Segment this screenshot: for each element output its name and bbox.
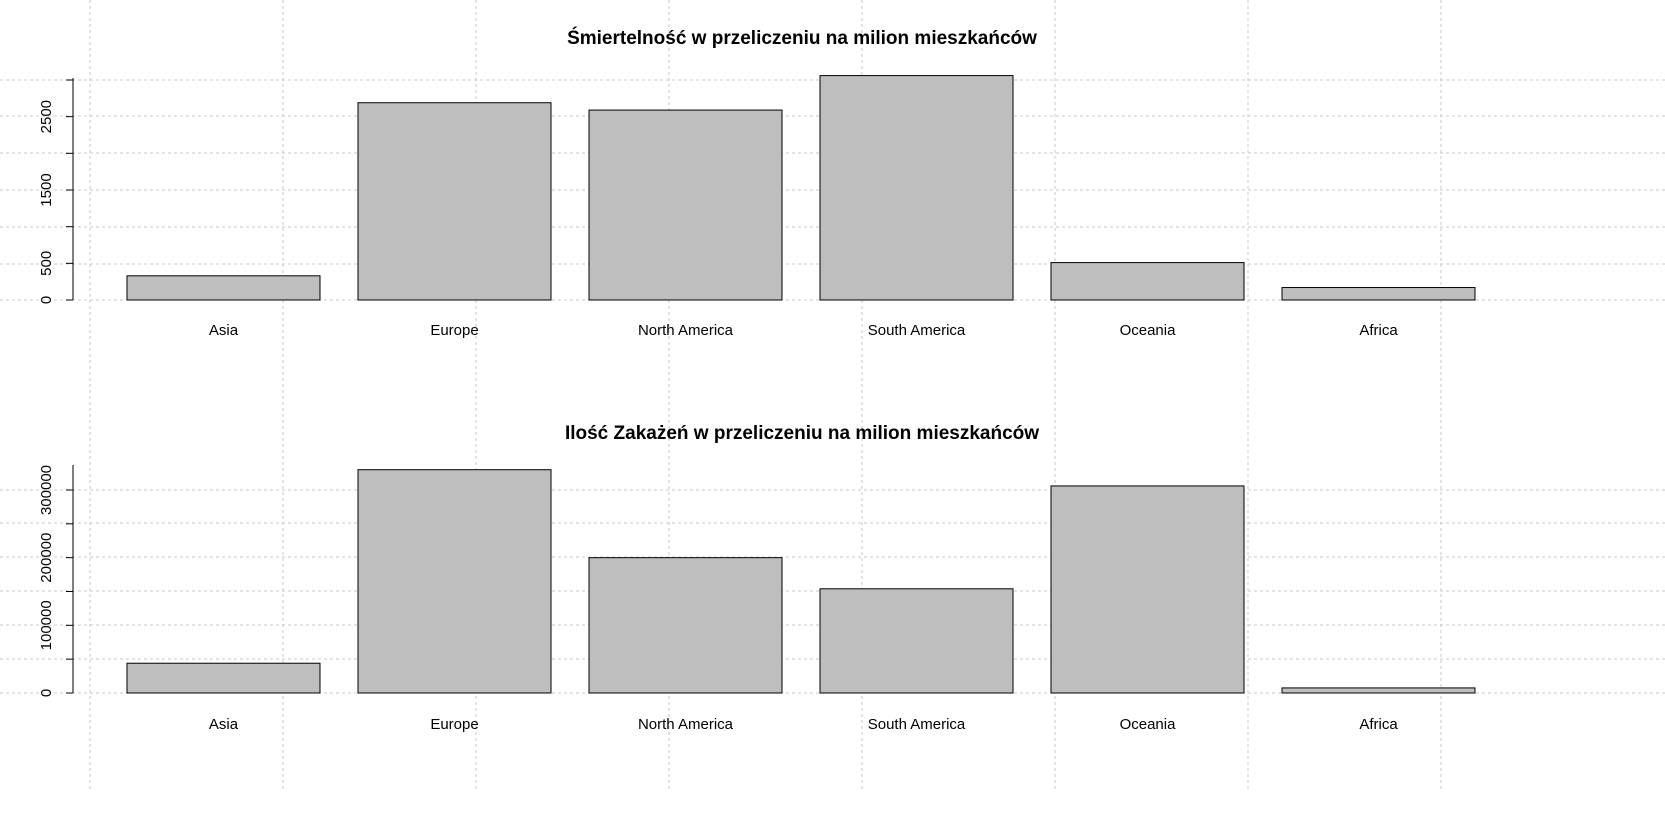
x-tick-label: South America — [868, 716, 966, 733]
y-tick-label: 200000 — [38, 533, 55, 583]
y-tick-label: 0 — [38, 689, 55, 697]
x-tick-label: Asia — [209, 322, 239, 339]
chart-panel-2: Ilość Zakażeń w przeliczeniu na milion m… — [38, 423, 1476, 733]
bar-asia — [126, 275, 321, 301]
x-tick-label: North America — [638, 716, 734, 733]
bar-africa — [1281, 687, 1476, 694]
x-tick-label: Oceania — [1120, 322, 1177, 339]
bar-oceania — [1050, 485, 1245, 694]
y-tick-label: 100000 — [38, 600, 55, 650]
chart-title: Śmiertelność w przeliczeniu na milion mi… — [567, 27, 1037, 49]
bar-south-america — [819, 588, 1014, 694]
chart-title: Ilość Zakażeń w przeliczeniu na milion m… — [565, 423, 1039, 444]
chart-panel-1: Śmiertelność w przeliczeniu na milion mi… — [38, 27, 1476, 339]
y-tick-label: 300000 — [38, 465, 55, 515]
bar-africa — [1281, 287, 1476, 301]
x-tick-label: Africa — [1359, 322, 1398, 339]
bar-europe — [357, 102, 552, 301]
bar-north-america — [588, 557, 783, 694]
x-tick-label: North America — [638, 322, 734, 339]
panels-layer: Śmiertelność w przeliczeniu na milion mi… — [38, 27, 1476, 733]
y-tick-label: 0 — [38, 296, 55, 304]
x-tick-label: Oceania — [1120, 716, 1177, 733]
y-tick-label: 1500 — [38, 173, 55, 206]
y-tick-label: 500 — [38, 251, 55, 276]
x-tick-label: Europe — [430, 716, 478, 733]
bar-oceania — [1050, 262, 1245, 301]
y-tick-label: 2500 — [38, 100, 55, 133]
x-tick-label: Africa — [1359, 716, 1398, 733]
x-tick-label: Asia — [209, 716, 239, 733]
x-tick-label: South America — [868, 322, 966, 339]
bar-asia — [126, 662, 321, 694]
bar-south-america — [819, 75, 1014, 301]
bar-europe — [357, 469, 552, 694]
bar-north-america — [588, 109, 783, 301]
x-tick-label: Europe — [430, 322, 478, 339]
grid-layer — [0, 0, 1665, 790]
